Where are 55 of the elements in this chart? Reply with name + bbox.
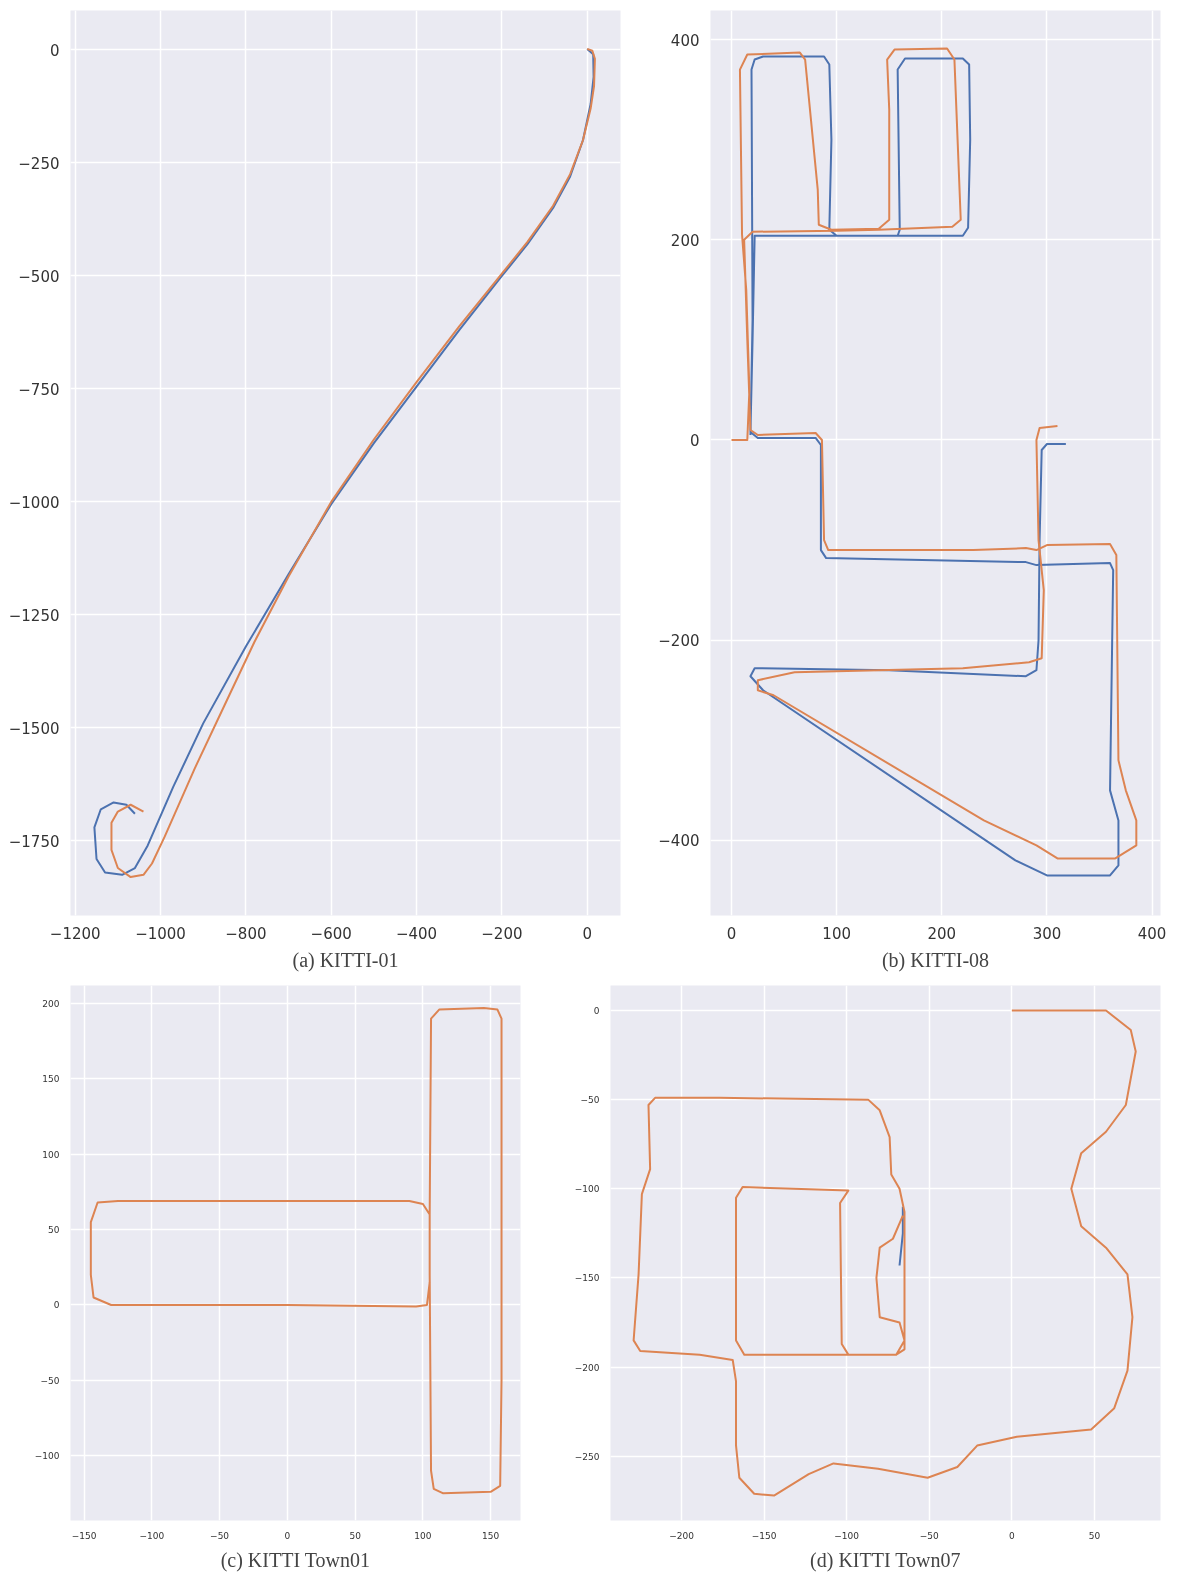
x-tick-label: 400 (1137, 924, 1167, 943)
y-tick-label: −100 (574, 1184, 600, 1195)
line-series (632, 1009, 1137, 1497)
y-tick-label: 400 (670, 31, 700, 50)
y-tick-label: −200 (658, 632, 700, 651)
x-tick-label: 300 (1032, 924, 1062, 943)
x-tick-label: 0 (726, 924, 737, 943)
line-series (89, 1007, 503, 1495)
y-tick-label: 50 (48, 1225, 60, 1236)
x-tick-label: −150 (71, 1530, 97, 1541)
x-tick-label: 100 (414, 1530, 432, 1541)
x-tick-label: −100 (139, 1530, 165, 1541)
y-tick-label: −1500 (8, 719, 60, 738)
text: (b) KITTI-08 (881, 948, 990, 972)
y-tick-label: 0 (593, 1005, 600, 1016)
y-tick-label: −150 (574, 1273, 600, 1284)
y-tick-label: 0 (49, 41, 60, 60)
text: (d) KITTI Town07 (810, 1548, 961, 1572)
text: (a) KITTI-01 (292, 948, 399, 972)
y-tick-label: 100 (42, 1149, 60, 1160)
x-tick-label: 50 (349, 1530, 362, 1541)
y-tick-label: −50 (580, 1095, 600, 1106)
x-tick-label: 100 (822, 924, 851, 943)
y-tick-label: 200 (42, 999, 60, 1010)
x-tick-label: −1000 (135, 924, 186, 943)
y-tick-label: −1750 (8, 832, 60, 851)
x-tick-label: −1200 (49, 924, 101, 943)
y-tick-label: −1000 (8, 493, 60, 512)
x-tick-label: −800 (225, 924, 267, 943)
x-tick-label: 50 (1088, 1530, 1101, 1541)
y-tick-label: 200 (670, 231, 700, 250)
x-tick-label: −200 (481, 924, 523, 943)
y-tick-label: 0 (689, 431, 700, 450)
x-tick-label: −50 (919, 1530, 940, 1541)
y-tick-label: −500 (18, 267, 60, 286)
x-tick-label: 0 (284, 1530, 291, 1541)
y-tick-label: −50 (40, 1375, 60, 1386)
y-tick-label: −750 (18, 380, 60, 399)
y-tick-label: −400 (658, 832, 700, 851)
y-tick-label: −250 (574, 1451, 600, 1462)
x-tick-label: −50 (210, 1530, 230, 1541)
x-tick-label: −400 (395, 924, 438, 943)
y-tick-label: −100 (34, 1451, 60, 1462)
x-tick-label: −600 (310, 924, 352, 943)
y-tick-label: −200 (574, 1362, 600, 1373)
x-tick-label: 0 (1008, 1530, 1015, 1541)
y-tick-label: −250 (18, 154, 60, 173)
y-tick-label: −1250 (8, 606, 60, 625)
text: (c) KITTI Town01 (220, 1548, 370, 1572)
x-tick-label: −150 (751, 1530, 777, 1541)
x-tick-label: −100 (834, 1530, 860, 1541)
y-tick-label: 150 (42, 1074, 60, 1085)
x-tick-label: 150 (482, 1530, 500, 1541)
y-tick-label: 0 (53, 1300, 60, 1311)
x-tick-label: 200 (927, 924, 957, 943)
